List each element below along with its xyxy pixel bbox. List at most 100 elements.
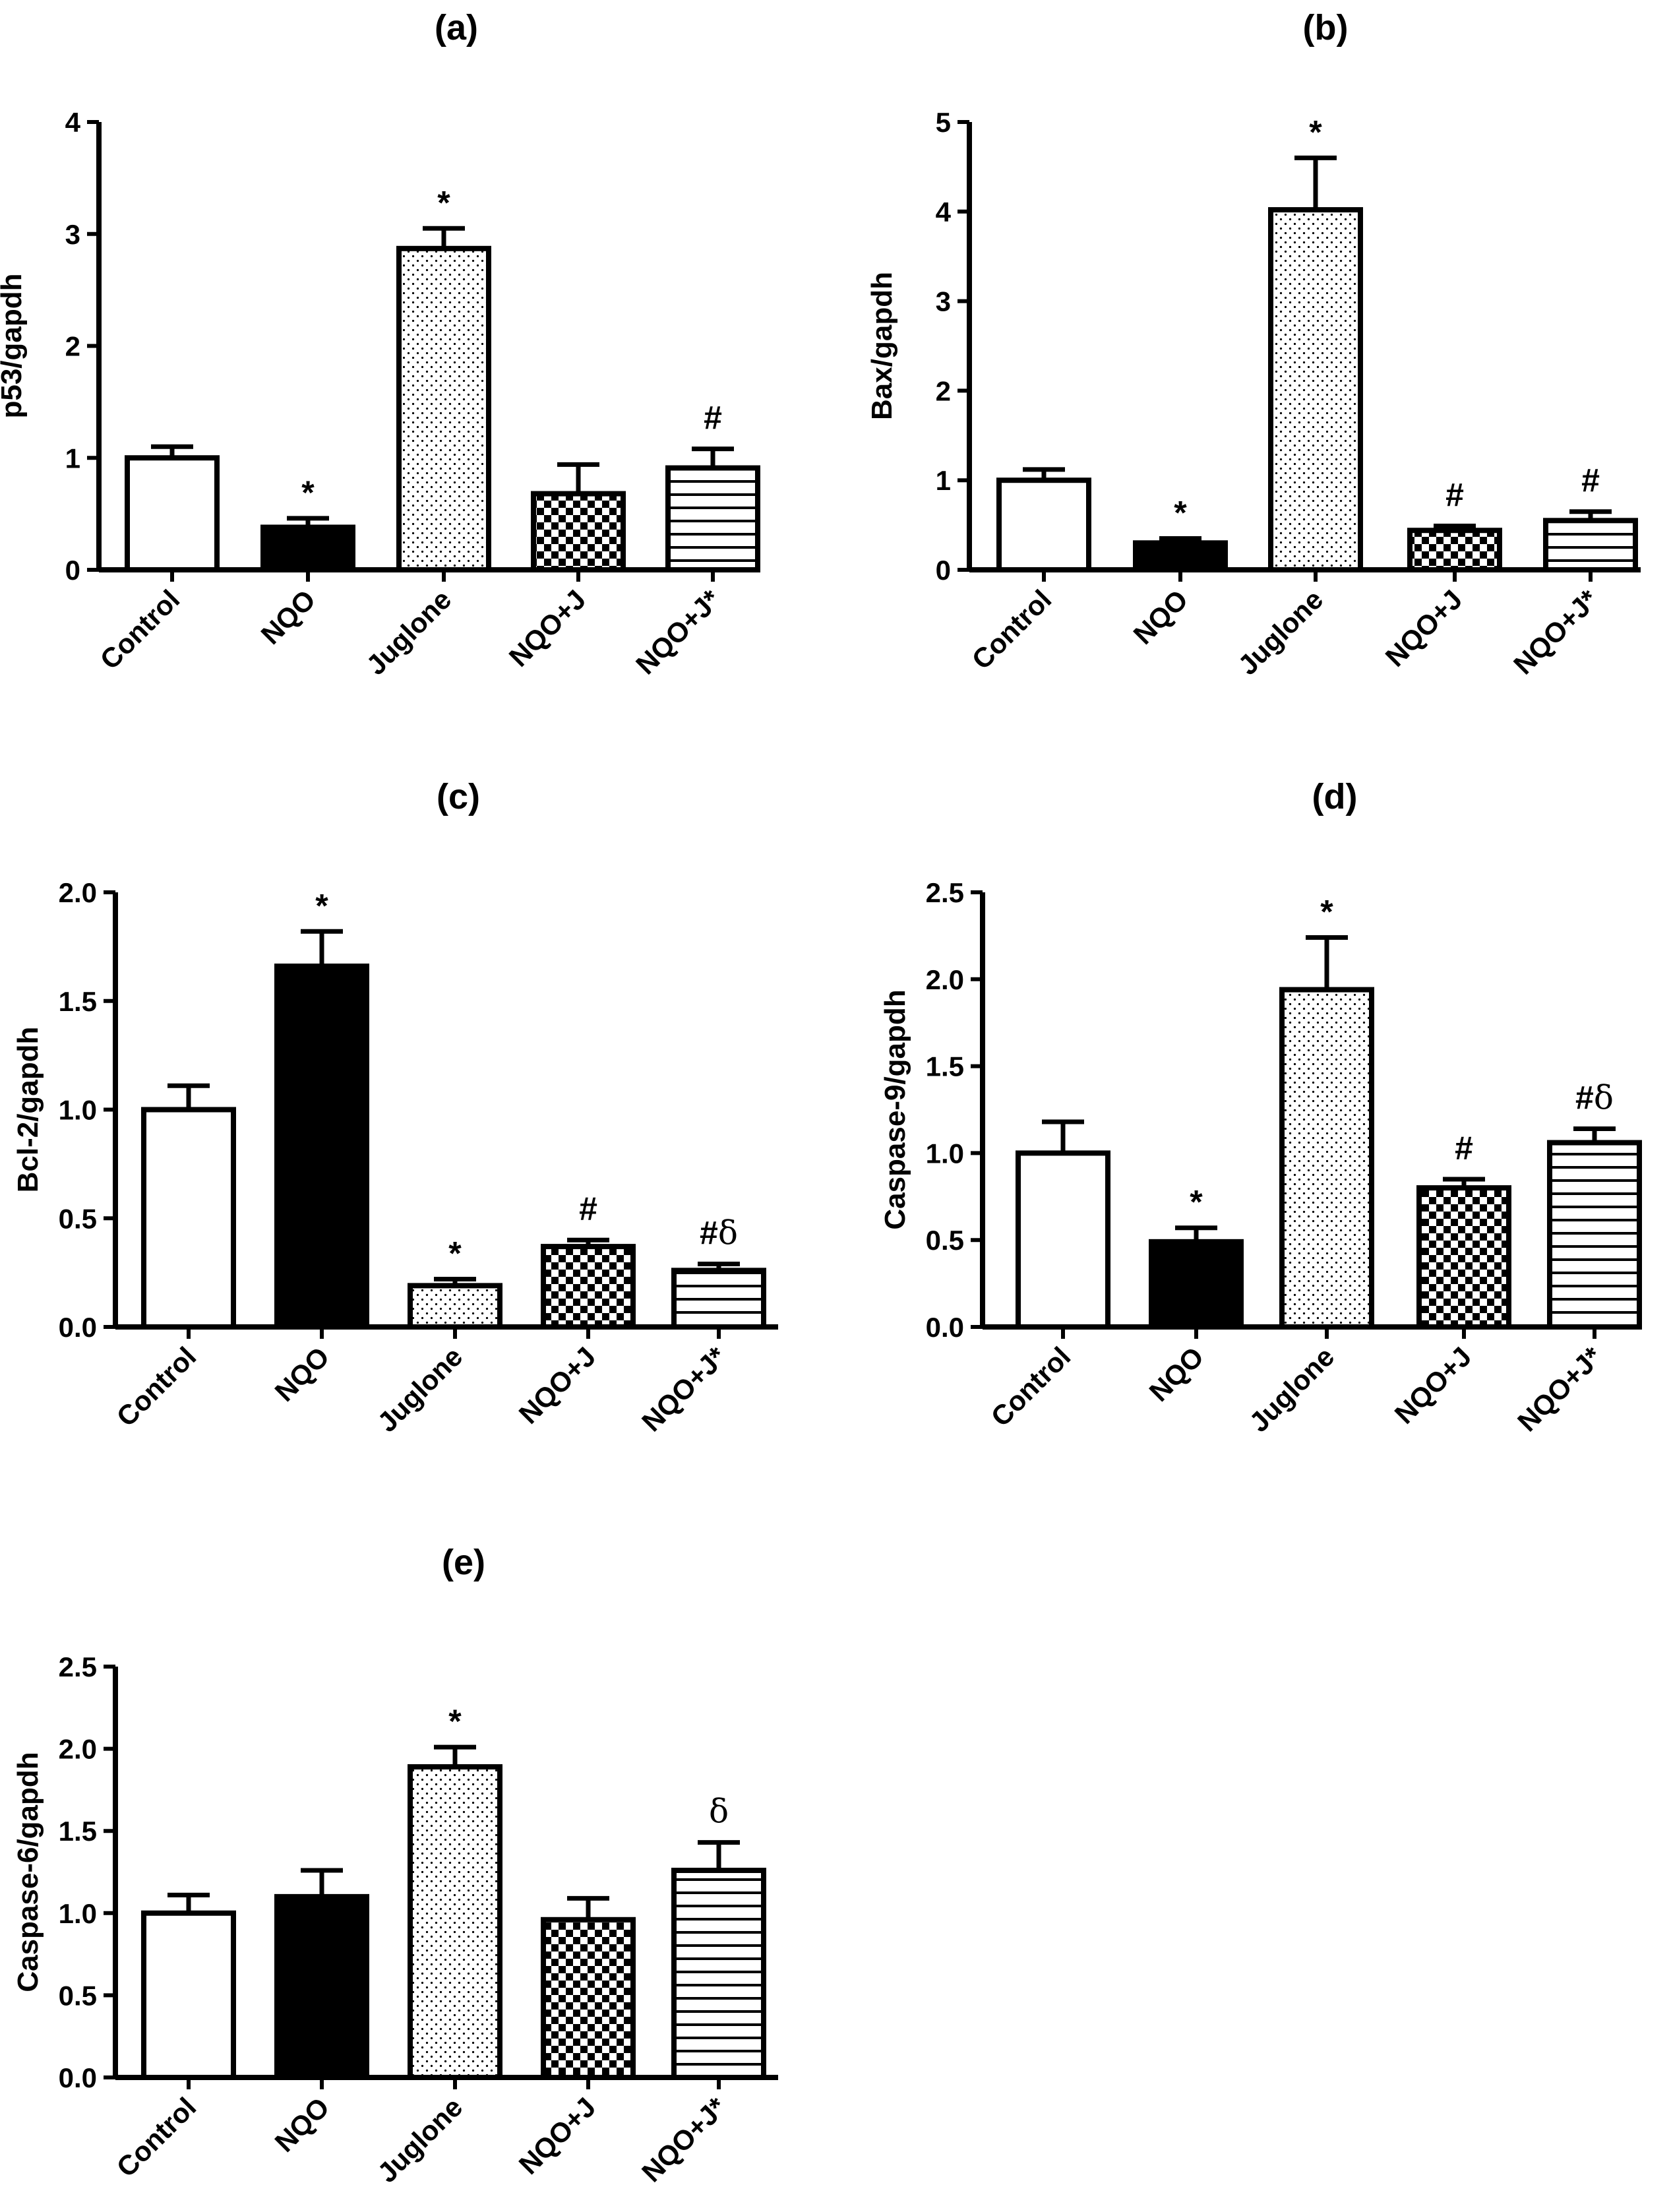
bar-nqo	[1149, 1239, 1244, 1330]
bar-nqo-j-	[671, 1868, 766, 2081]
bar-juglone	[1279, 987, 1374, 1330]
significance-marker: *	[1190, 1184, 1203, 1221]
x-tick-label: Juglone	[360, 584, 457, 681]
chart-panel-b: (b) Bax/gapdh * * # #0 1 2 3 4 5 Control NQO Juglone N…	[866, 8, 1641, 681]
x-tick-label: NQO+J*	[630, 584, 727, 681]
y-tick-label: 1.0	[926, 1138, 964, 1169]
significance-marker: #	[1455, 1130, 1473, 1167]
y-tick-label: 2.5	[926, 877, 964, 908]
x-tick-label: Control	[985, 1341, 1077, 1432]
significance-marker: *	[1309, 113, 1322, 150]
bar-nqo	[1133, 540, 1228, 573]
chart-panel-a: (a) p53/gapdh * * #0 1 2 3 4 Control NQO Juglone NQO…	[0, 8, 760, 681]
x-tick-label: NQO	[1143, 1341, 1209, 1407]
bar-nqo-j-	[1547, 1140, 1642, 1330]
x-tick-label: NQO+J	[513, 1341, 602, 1430]
y-axis-label: Caspase-9/gapdh	[879, 989, 911, 1229]
bar-nqo-j-	[1543, 518, 1638, 572]
y-tick-label: 3	[65, 219, 80, 250]
y-tick-label: 5	[936, 107, 951, 138]
chart-panel-d: (d) Caspase-9/gapdh * * # #δ 0.0 0.5 1.0 1.5 2.0 2.…	[879, 777, 1642, 1438]
bar-juglone	[396, 245, 491, 572]
x-tick-label: Juglone	[1243, 1341, 1340, 1438]
significance-marker: *	[1174, 494, 1187, 531]
y-tick-label: 1	[936, 465, 951, 496]
x-tick-label: NQO+J*	[636, 2091, 733, 2188]
y-tick-label: 0.0	[59, 2062, 97, 2093]
significance-marker: *	[437, 184, 450, 221]
y-tick-label: 0.0	[926, 1312, 964, 1343]
significance-marker: *	[448, 1703, 462, 1740]
y-tick-label: 0	[936, 555, 951, 586]
y-tick-label: 1.0	[59, 1095, 97, 1126]
panel-title: (e)	[442, 1543, 485, 1582]
x-tick-label: NQO	[268, 2091, 335, 2158]
x-tick-label: NQO+J*	[1507, 584, 1604, 681]
y-tick-label: 1.5	[59, 986, 97, 1017]
bar-control	[141, 1107, 236, 1330]
x-tick-label: Juglone	[371, 1341, 468, 1438]
significance-marker: *	[448, 1235, 462, 1272]
y-tick-label: 2.0	[59, 877, 97, 908]
y-tick-label: 3	[936, 286, 951, 317]
x-tick-label: NQO	[255, 584, 321, 650]
y-tick-label: 2	[65, 331, 80, 362]
x-tick-label: NQO	[268, 1341, 335, 1407]
x-tick-label: Control	[966, 584, 1058, 675]
x-tick-label: Juglone	[1232, 584, 1329, 681]
y-axis-label: Bax/gapdh	[866, 272, 898, 420]
x-tick-label: NQO+J*	[636, 1341, 733, 1438]
significance-marker: #δ	[1575, 1078, 1614, 1117]
bar-nqo	[274, 1893, 369, 2080]
x-tick-label: Juglone	[371, 2091, 468, 2188]
y-tick-label: 0	[65, 555, 80, 586]
significance-marker: #	[704, 400, 722, 437]
panel-title: (d)	[1312, 777, 1358, 816]
y-tick-label: 0.0	[59, 1312, 97, 1343]
x-tick-label: Control	[94, 584, 186, 675]
chart-panel-e: (e) Caspase-6/gapdh * δ 0.0 0.5 1.0 1.5 2.0 2.5 Co…	[12, 1543, 778, 2188]
bar-nqo-j-	[671, 1268, 766, 1330]
significance-marker: *	[301, 474, 315, 511]
significance-marker: #δ	[700, 1214, 738, 1252]
x-tick-label: NQO+J	[503, 584, 592, 673]
bar-control	[141, 1910, 236, 2081]
significance-marker: #	[1445, 476, 1464, 513]
significance-marker: δ	[709, 1793, 729, 1831]
bar-juglone	[1268, 207, 1363, 573]
bar-control	[996, 477, 1091, 573]
y-tick-label: 1.5	[59, 1816, 97, 1847]
bar-nqo	[260, 524, 355, 572]
panel-title: (a)	[435, 8, 478, 47]
panel-title: (c)	[437, 777, 480, 816]
significance-marker: *	[315, 887, 328, 924]
bar-control	[1016, 1150, 1110, 1330]
x-tick-label: NQO+J*	[1511, 1341, 1608, 1438]
y-tick-label: 2.0	[59, 1734, 97, 1765]
bar-nqo-j	[531, 491, 626, 573]
panel-title: (b)	[1303, 8, 1349, 47]
bar-nqo-j-	[665, 465, 760, 573]
x-tick-label: NQO	[1127, 584, 1194, 650]
x-tick-label: NQO+J	[1380, 584, 1469, 673]
bar-nqo-j	[541, 1917, 636, 2081]
bar-nqo-j	[1407, 528, 1502, 572]
significance-marker: #	[1581, 462, 1600, 499]
bar-nqo	[274, 964, 369, 1330]
y-tick-label: 0.5	[59, 1203, 97, 1234]
significance-marker: *	[1320, 894, 1333, 931]
y-tick-label: 4	[936, 197, 952, 228]
y-tick-label: 0.5	[926, 1225, 964, 1256]
y-axis-label: p53/gapdh	[0, 273, 28, 418]
y-axis-label: Caspase-6/gapdh	[12, 1752, 44, 1992]
y-tick-label: 2.5	[59, 1651, 97, 1682]
bar-juglone	[408, 1764, 502, 2080]
y-tick-label: 2.0	[926, 964, 964, 995]
y-tick-label: 1	[65, 443, 80, 474]
x-tick-label: Control	[111, 2091, 202, 2183]
x-tick-label: Control	[111, 1341, 202, 1432]
chart-panel-c: (c) Bcl-2/gapdh * * # #δ 0.0 0.5 1.0 1.5 2.0 Contro…	[12, 777, 778, 1438]
y-tick-label: 1.0	[59, 1898, 97, 1929]
y-axis-label: Bcl-2/gapdh	[12, 1027, 44, 1193]
